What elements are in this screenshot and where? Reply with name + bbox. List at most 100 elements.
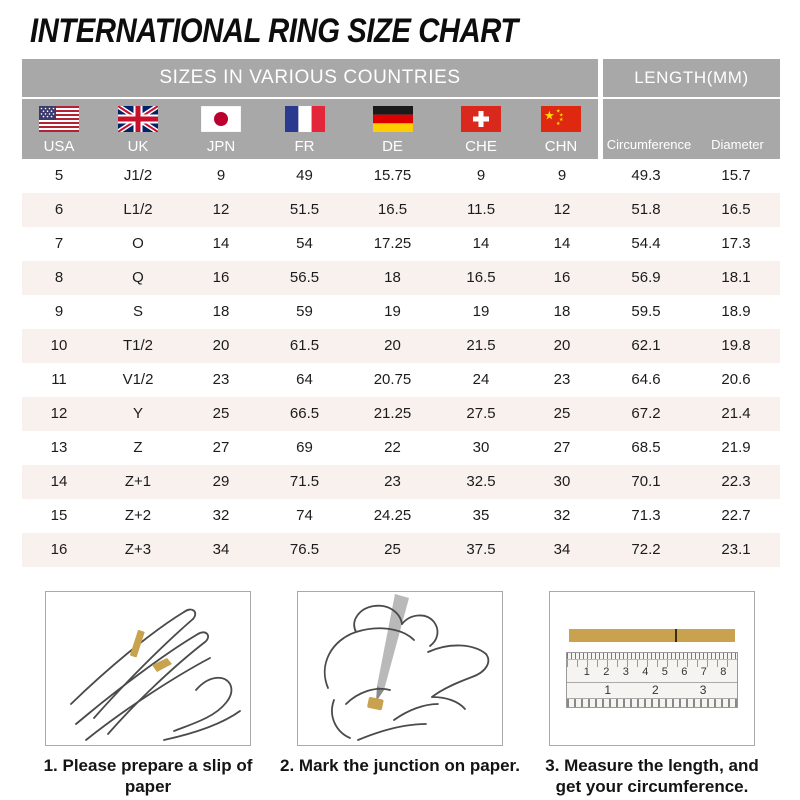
switzerland-flag-icon (461, 106, 501, 132)
table-row: 6 L1/2 12 51.5 16.5 11.5 12 51.8 16.5 (22, 193, 780, 227)
table-row: 11 V1/2 23 64 20.75 24 23 64.6 20.6 (22, 363, 780, 397)
cell-che: 19 (472, 303, 490, 320)
cell-usa: 9 (54, 303, 64, 320)
france-flag-icon (284, 106, 325, 132)
cell-circumference: 59.5 (631, 303, 661, 320)
step-2-illustration-box (297, 591, 503, 746)
cell-de: 19 (384, 303, 401, 320)
cell-chn: 30 (553, 473, 571, 490)
cell-jpn: 23 (212, 371, 230, 388)
cell-uk: Z+2 (124, 507, 152, 524)
cell-fr: 49 (296, 167, 313, 184)
cell-chn: 23 (553, 371, 571, 388)
cell-chn: 32 (553, 507, 571, 524)
column-header-che: CHE (438, 99, 524, 159)
column-label-circumference: Circumference (606, 137, 692, 152)
cell-circumference: 70.1 (631, 473, 661, 490)
cell-diameter: 20.6 (721, 371, 751, 388)
cell-usa: 12 (50, 405, 68, 422)
cell-circumference: 51.8 (631, 201, 661, 218)
cell-uk: O (132, 235, 144, 252)
cell-circumference: 68.5 (631, 439, 661, 456)
cell-jpn: 12 (212, 201, 230, 218)
ruler-cm-number: 7 (700, 666, 707, 678)
cell-jpn: 32 (212, 507, 230, 524)
cell-circumference: 62.1 (631, 337, 661, 354)
cell-chn: 27 (553, 439, 571, 456)
cell-chn: 16 (553, 269, 571, 286)
ruler-cm-number: 8 (720, 666, 727, 678)
step-1-illustration-box (45, 591, 251, 746)
marking-paper-illustration (323, 594, 490, 741)
cell-chn: 18 (553, 303, 571, 320)
ruler-cm-number: 4 (642, 666, 649, 678)
cell-che: 14 (472, 235, 490, 252)
cell-fr: 64 (296, 371, 313, 388)
cell-fr: 66.5 (289, 405, 320, 422)
cell-fr: 59 (296, 303, 313, 320)
cell-usa: 11 (51, 371, 67, 388)
cell-usa: 14 (50, 473, 68, 490)
cell-circumference: 67.2 (631, 405, 661, 422)
cell-jpn: 25 (212, 405, 230, 422)
usa-flag-icon (39, 106, 79, 132)
flags-row-gap (598, 99, 603, 159)
column-label-de: DE (382, 138, 403, 155)
cell-jpn: 27 (212, 439, 230, 456)
ruler-cm-number: 5 (661, 666, 668, 678)
cell-fr: 51.5 (289, 201, 320, 218)
column-header-jpn: JPN (180, 99, 262, 159)
cell-de: 20 (384, 337, 401, 354)
column-header-uk: UK (96, 99, 180, 159)
column-label-usa: USA (43, 138, 75, 155)
cell-de: 23 (384, 473, 401, 490)
cell-circumference: 56.9 (631, 269, 661, 286)
table-row: 7 O 14 54 17.25 14 14 54.4 17.3 (22, 227, 780, 261)
cell-circumference: 54.4 (631, 235, 661, 252)
table-row: 12 Y 25 66.5 21.25 27.5 25 67.2 21.4 (22, 397, 780, 431)
ruler-inch-number: 3 (699, 683, 707, 697)
ruler-cm-number: 3 (622, 666, 629, 678)
cell-de: 25 (384, 541, 401, 558)
cell-uk: Y (132, 405, 143, 422)
cell-de: 16.5 (377, 201, 408, 218)
cell-fr: 61.5 (289, 337, 320, 354)
cell-uk: L1/2 (123, 201, 153, 218)
column-header-de: DE (347, 99, 438, 159)
svg-text:★: ★ (544, 109, 555, 123)
step-3-caption: 3. Measure the length, and get your circ… (545, 756, 759, 797)
cell-diameter: 18.9 (721, 303, 751, 320)
page-title-text: INTERNATIONAL RING SIZE CHART (30, 12, 518, 50)
cell-de: 18 (384, 269, 401, 286)
cell-uk: J1/2 (123, 167, 153, 184)
cell-che: 24 (472, 371, 490, 388)
cell-che: 27.5 (466, 405, 496, 422)
ruler-inch-number: 2 (652, 683, 659, 697)
uk-flag-icon (118, 106, 158, 132)
cell-che: 32.5 (466, 473, 496, 490)
pencil-icon (377, 594, 409, 690)
cell-de: 17.25 (373, 235, 412, 252)
cell-fr: 76.5 (289, 541, 320, 558)
cell-fr: 71.5 (289, 473, 320, 490)
cell-che: 37.5 (466, 541, 496, 558)
cell-fr: 69 (296, 439, 313, 456)
paper-strip (569, 629, 735, 642)
group-header-row: SIZES IN VARIOUS COUNTRIES LENGTH(MM) (22, 59, 780, 97)
cell-chn: 14 (553, 235, 571, 252)
header-divider (22, 97, 780, 99)
ruler-cm-number: 1 (583, 666, 590, 678)
cell-fr: 56.5 (289, 269, 320, 286)
table-row: 15 Z+2 32 74 24.25 35 32 71.3 22.7 (22, 499, 780, 533)
table-body: 5 J1/2 9 49 15.75 9 9 49.3 15.7 6 L1/2 1… (22, 159, 780, 567)
svg-text:★: ★ (556, 109, 561, 115)
cell-jpn: 16 (212, 269, 230, 286)
ruler-inch-scale: 1 2 3 (567, 682, 737, 698)
column-header-usa: USA (22, 99, 96, 159)
table-row: 13 Z 27 69 22 30 27 68.5 21.9 (22, 431, 780, 465)
table-row: 5 J1/2 9 49 15.75 9 9 49.3 15.7 (22, 159, 780, 193)
